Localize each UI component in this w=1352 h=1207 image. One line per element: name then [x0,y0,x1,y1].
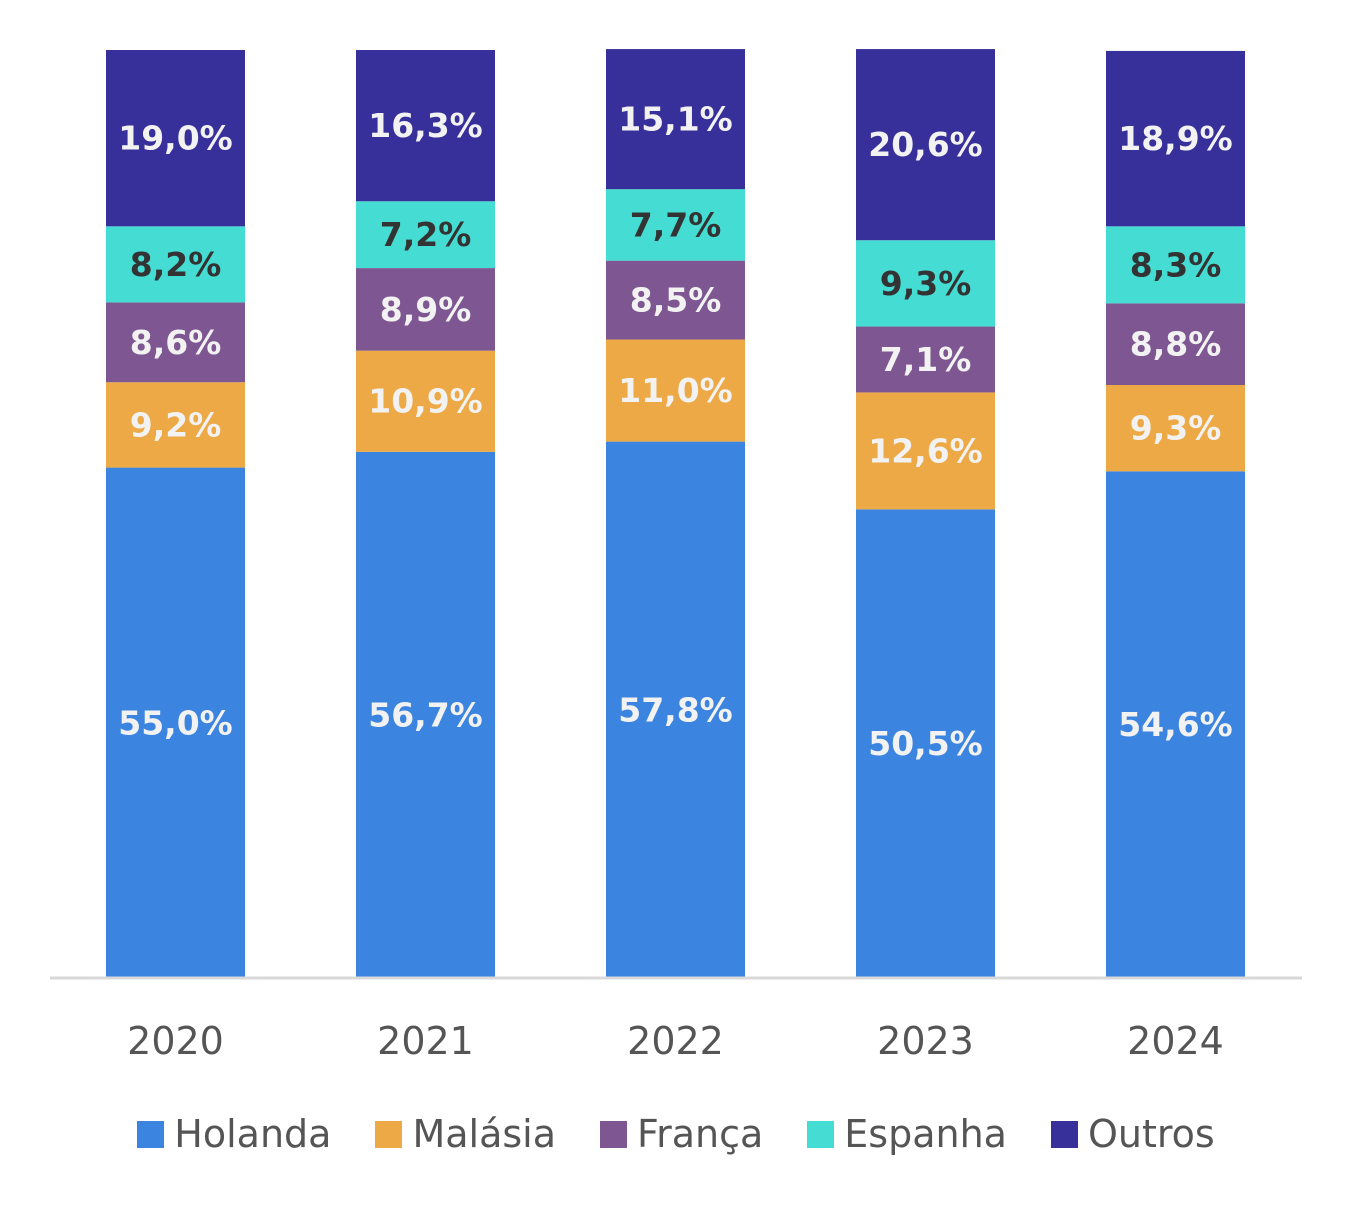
legend-item-frança: França [600,1112,763,1156]
legend: Holanda Malásia França Espanha Outros [0,1112,1352,1156]
data-label-frança-2020: 8,6% [130,323,222,362]
data-label-malásia-2023: 12,6% [868,431,983,470]
data-label-frança-2021: 8,9% [380,290,472,329]
bar-segment-frança-2024 [1106,303,1245,386]
bar-segment-espanha-2021 [356,201,495,269]
legend-swatch [807,1120,835,1148]
data-labels-layer: 55,0% 9,2% 8,6% 8,2% 19,0% 56,7% 10,9% 8,9% 7,2%… [118,100,1233,764]
data-label-outros-2020: 19,0% [118,119,233,158]
legend-item-holanda: Holanda [137,1112,331,1156]
bar-segment-malásia-2024 [1106,385,1245,472]
bar-segment-outros-2024 [1106,50,1245,227]
legend-swatch [600,1120,628,1148]
legend-swatch [1050,1120,1078,1148]
x-tick-label-2023: 2023 [877,1019,974,1063]
x-tick-label-2020: 2020 [127,1019,224,1063]
x-axis-ticks: 2020 2021 2022 2023 2024 [127,1019,1224,1063]
data-label-malásia-2024: 9,3% [1130,409,1222,448]
legend-item-malásia: Malásia [375,1112,556,1156]
bars-layer [106,49,1245,979]
bar-segment-espanha-2023 [856,240,995,327]
data-label-holanda-2020: 55,0% [118,703,233,742]
data-label-outros-2022: 15,1% [618,100,733,139]
bar-segment-espanha-2020 [106,226,245,303]
data-label-holanda-2024: 54,6% [1118,705,1233,744]
data-label-frança-2024: 8,8% [1130,325,1222,364]
data-label-espanha-2024: 8,3% [1130,245,1222,284]
bar-segment-outros-2023 [856,49,995,241]
bar-segment-espanha-2022 [606,189,745,261]
bar-segment-frança-2022 [606,260,745,340]
data-label-espanha-2022: 7,7% [630,205,722,244]
data-label-holanda-2023: 50,5% [868,724,983,763]
data-label-espanha-2021: 7,2% [380,215,472,254]
bar-segment-outros-2022 [606,49,745,190]
x-tick-label-2022: 2022 [627,1019,724,1063]
legend-label: Holanda [174,1112,332,1156]
bar-segment-malásia-2022 [606,339,745,442]
legend-label: Espanha [844,1112,1007,1156]
data-label-malásia-2021: 10,9% [368,382,483,421]
bar-segment-frança-2023 [856,326,995,393]
bar-segment-malásia-2020 [106,382,245,468]
data-label-holanda-2021: 56,7% [368,695,483,734]
legend-label: França [637,1112,764,1156]
bar-segment-holanda-2020 [106,467,245,978]
data-label-outros-2021: 16,3% [368,106,483,145]
data-label-holanda-2022: 57,8% [618,690,733,729]
bar-segment-holanda-2021 [356,451,495,979]
legend-swatch [137,1120,165,1148]
legend-label: Malásia [412,1112,557,1156]
data-label-malásia-2022: 11,0% [618,371,733,410]
data-label-frança-2022: 8,5% [630,281,722,320]
bar-segment-outros-2020 [106,50,245,227]
legend-item-outros: Outros [1050,1112,1215,1156]
bar-segment-malásia-2021 [356,350,495,452]
data-label-frança-2023: 7,1% [880,340,972,379]
data-label-espanha-2023: 9,3% [880,264,972,303]
data-label-espanha-2020: 8,2% [130,245,222,284]
bar-segment-holanda-2023 [856,509,995,978]
x-tick-label-2021: 2021 [377,1019,474,1063]
stacked-bar-chart: 55,0% 9,2% 8,6% 8,2% 19,0% 56,7% 10,9% 8,9% 7,2%… [50,49,1302,1063]
data-label-outros-2024: 18,9% [1118,119,1233,158]
bar-segment-holanda-2022 [606,441,745,979]
data-label-malásia-2020: 9,2% [130,405,222,444]
bar-segment-frança-2020 [106,302,245,383]
data-label-outros-2023: 20,6% [868,125,983,164]
bar-segment-malásia-2023 [856,392,995,510]
bar-segment-frança-2021 [356,268,495,351]
bar-segment-holanda-2024 [1106,471,1245,978]
legend-label: Outros [1087,1112,1215,1156]
legend-swatch [375,1120,403,1148]
bar-segment-outros-2021 [356,50,495,202]
bar-segment-espanha-2024 [1106,226,1245,304]
legend-item-espanha: Espanha [807,1112,1007,1156]
x-tick-label-2024: 2024 [1127,1019,1224,1063]
